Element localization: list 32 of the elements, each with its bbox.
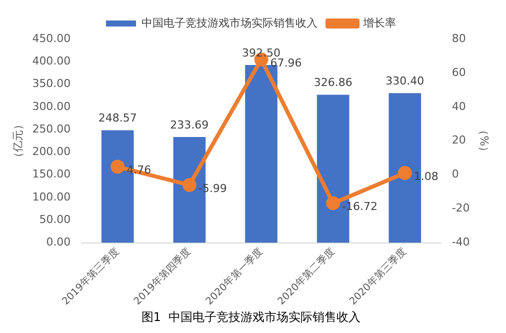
legend-label: 中国电子竞技游戏市场实际销售收入 <box>142 16 318 30</box>
data-label: 233.69 <box>170 118 209 132</box>
legend-label: 增长率 <box>362 16 396 30</box>
y-tick-label: 0.00 <box>46 236 71 249</box>
y2-tick-label: 80 <box>452 32 466 45</box>
point <box>398 166 412 180</box>
y-tick-label: 250.00 <box>32 122 71 136</box>
text: 图1 中国电子竞技游戏市场实际销售收入 <box>141 310 361 324</box>
y-axis-title: （亿元） <box>11 118 24 163</box>
y2-tick-label: 40 <box>452 100 466 113</box>
y-tick-label: 150.00 <box>32 168 71 181</box>
y-tick-label: 200.00 <box>32 145 71 158</box>
y2-axis-title: （%） <box>478 124 491 158</box>
data-label: 248.57 <box>98 112 137 125</box>
y-tick-label: 450.00 <box>32 32 71 45</box>
y-tick-label: 300.00 <box>32 100 71 113</box>
point <box>182 178 196 192</box>
y-tick-label: 400.00 <box>32 54 71 68</box>
bar <box>245 65 278 243</box>
y2-tick-label: 60 <box>452 66 466 79</box>
y-tick-label: 50.00 <box>39 212 71 226</box>
y2-tick-label: 0 <box>452 168 459 181</box>
y-tick-label: 350.00 <box>32 77 71 90</box>
y-tick-label: 100.00 <box>32 190 71 204</box>
y2-tick-label: -40 <box>452 236 470 249</box>
y2-tick-label: -20 <box>452 202 470 215</box>
y2-tick-label: 20 <box>452 134 466 147</box>
point <box>326 196 340 210</box>
data-label: 326.86 <box>314 76 352 90</box>
data-label: 4.76 <box>126 164 152 177</box>
point <box>110 160 125 174</box>
data-label: 330.40 <box>386 74 424 88</box>
